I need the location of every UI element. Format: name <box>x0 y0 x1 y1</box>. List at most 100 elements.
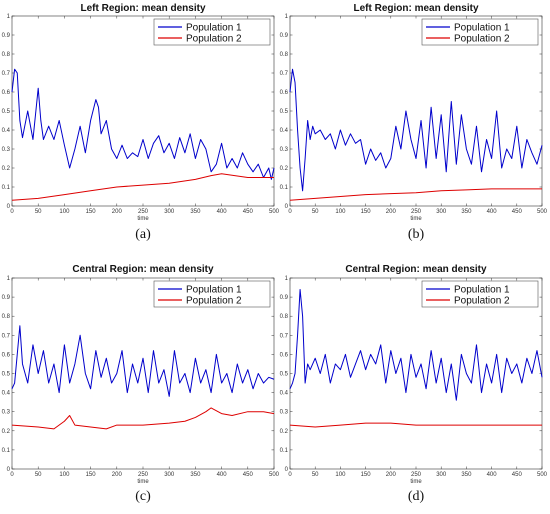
y-tick-label: 0.6 <box>2 90 11 96</box>
x-tick-label: 250 <box>138 209 149 215</box>
x-tick-label: 150 <box>361 209 372 215</box>
chart-panel-1: Left Region: mean density 0 50 100 150 200 250… <box>280 3 548 242</box>
x-tick-label: 100 <box>335 472 346 478</box>
y-tick-label: 0 <box>285 204 289 210</box>
x-tick-label: 500 <box>269 209 280 215</box>
x-tick-label: 50 <box>35 209 42 215</box>
chart-panel-0: Left Region: mean density 0 50 100 150 200 250… <box>2 3 280 242</box>
y-tick-label: 1 <box>7 276 11 282</box>
y-tick-label: 0.5 <box>2 109 11 115</box>
series-line-2 <box>289 188 542 201</box>
x-tick-label: 350 <box>461 472 472 478</box>
y-tick-label: 0.2 <box>280 166 289 172</box>
legend-box <box>153 280 271 308</box>
x-axis-label: time <box>137 479 149 485</box>
y-tick-label: 0.4 <box>280 391 289 397</box>
legend-entry-1: Population 1 <box>454 285 510 296</box>
x-tick-label: 100 <box>59 209 70 215</box>
y-tick-label: 1 <box>7 14 11 20</box>
y-tick-label: 0.8 <box>280 314 289 320</box>
x-tick-label: 50 <box>312 209 319 215</box>
series-line-2 <box>289 422 542 428</box>
panel-caption: (c) <box>135 489 151 504</box>
legend-entry-1: Population 1 <box>186 285 242 296</box>
y-tick-label: 0 <box>285 467 289 473</box>
axes-box <box>289 277 543 470</box>
y-tick-label: 0.1 <box>2 448 11 454</box>
y-tick-label: 0.7 <box>280 71 289 77</box>
x-tick-label: 400 <box>487 209 498 215</box>
x-tick-label: 400 <box>217 472 228 478</box>
y-tick-label: 0.2 <box>2 429 11 435</box>
x-tick-label: 300 <box>436 209 447 215</box>
panel-caption: (b) <box>408 227 425 242</box>
y-tick-label: 0 <box>7 204 11 210</box>
x-tick-label: 300 <box>436 472 447 478</box>
y-tick-label: 0.2 <box>2 166 11 172</box>
y-tick-label: 0.6 <box>2 352 11 358</box>
legend-entry-2: Population 2 <box>186 296 242 307</box>
y-tick-label: 0.9 <box>280 33 289 39</box>
y-tick-label: 0.2 <box>280 429 289 435</box>
x-tick-label: 500 <box>269 472 280 478</box>
x-tick-label: 250 <box>411 472 422 478</box>
x-tick-label: 350 <box>190 472 201 478</box>
y-tick-label: 0.5 <box>2 372 11 378</box>
legend-box <box>153 18 271 46</box>
x-tick-label: 250 <box>411 209 422 215</box>
x-tick-label: 100 <box>59 472 70 478</box>
y-tick-label: 0.1 <box>2 185 11 191</box>
x-axis-label: time <box>410 216 422 222</box>
y-tick-label: 0.3 <box>2 147 11 153</box>
y-tick-label: 0.9 <box>280 295 289 301</box>
y-tick-label: 0.7 <box>2 333 11 339</box>
legend-entry-1: Population 1 <box>186 23 242 34</box>
y-tick-label: 0.1 <box>280 185 289 191</box>
legend-entry-1: Population 1 <box>454 23 510 34</box>
x-tick-label: 50 <box>312 472 319 478</box>
series-line-2 <box>11 407 275 430</box>
x-tick-label: 500 <box>537 209 548 215</box>
x-tick-label: 450 <box>512 472 523 478</box>
x-tick-label: 150 <box>86 209 97 215</box>
y-tick-label: 0.8 <box>280 52 289 58</box>
y-tick-label: 0.3 <box>2 410 11 416</box>
y-tick-label: 1 <box>285 14 289 20</box>
y-tick-label: 1 <box>285 276 289 282</box>
x-tick-label: 200 <box>386 209 397 215</box>
x-tick-label: 150 <box>86 472 97 478</box>
y-tick-label: 0.4 <box>2 391 11 397</box>
y-tick-label: 0.3 <box>280 147 289 153</box>
series-line-1 <box>11 68 275 180</box>
x-tick-label: 200 <box>112 472 123 478</box>
panel-caption: (a) <box>135 227 151 242</box>
series-line-2 <box>11 173 274 201</box>
y-tick-label: 0.5 <box>280 109 289 115</box>
y-tick-label: 0.3 <box>280 410 289 416</box>
x-tick-label: 50 <box>35 472 42 478</box>
y-tick-label: 0.5 <box>280 372 289 378</box>
y-tick-label: 0.4 <box>280 128 289 134</box>
chart-panel-2: Central Region: mean density 0 50 100 150 200… <box>2 264 280 504</box>
legend-box <box>421 280 539 308</box>
chart-title: Central Region: mean density <box>72 264 214 275</box>
y-tick-label: 0.6 <box>280 90 289 96</box>
y-tick-label: 0 <box>7 467 11 473</box>
x-tick-label: 450 <box>243 472 254 478</box>
y-tick-label: 0.1 <box>280 448 289 454</box>
x-tick-label: 0 <box>288 472 292 478</box>
y-tick-label: 0.6 <box>280 352 289 358</box>
x-axis-label: time <box>137 216 149 222</box>
y-tick-label: 0.7 <box>2 71 11 77</box>
x-tick-label: 450 <box>243 209 254 215</box>
x-tick-label: 450 <box>512 209 523 215</box>
x-tick-label: 500 <box>537 472 548 478</box>
x-tick-label: 200 <box>386 472 397 478</box>
x-tick-label: 150 <box>361 472 372 478</box>
y-tick-label: 0.9 <box>2 295 11 301</box>
x-tick-label: 300 <box>164 209 175 215</box>
chart-title: Left Region: mean density <box>353 3 478 14</box>
